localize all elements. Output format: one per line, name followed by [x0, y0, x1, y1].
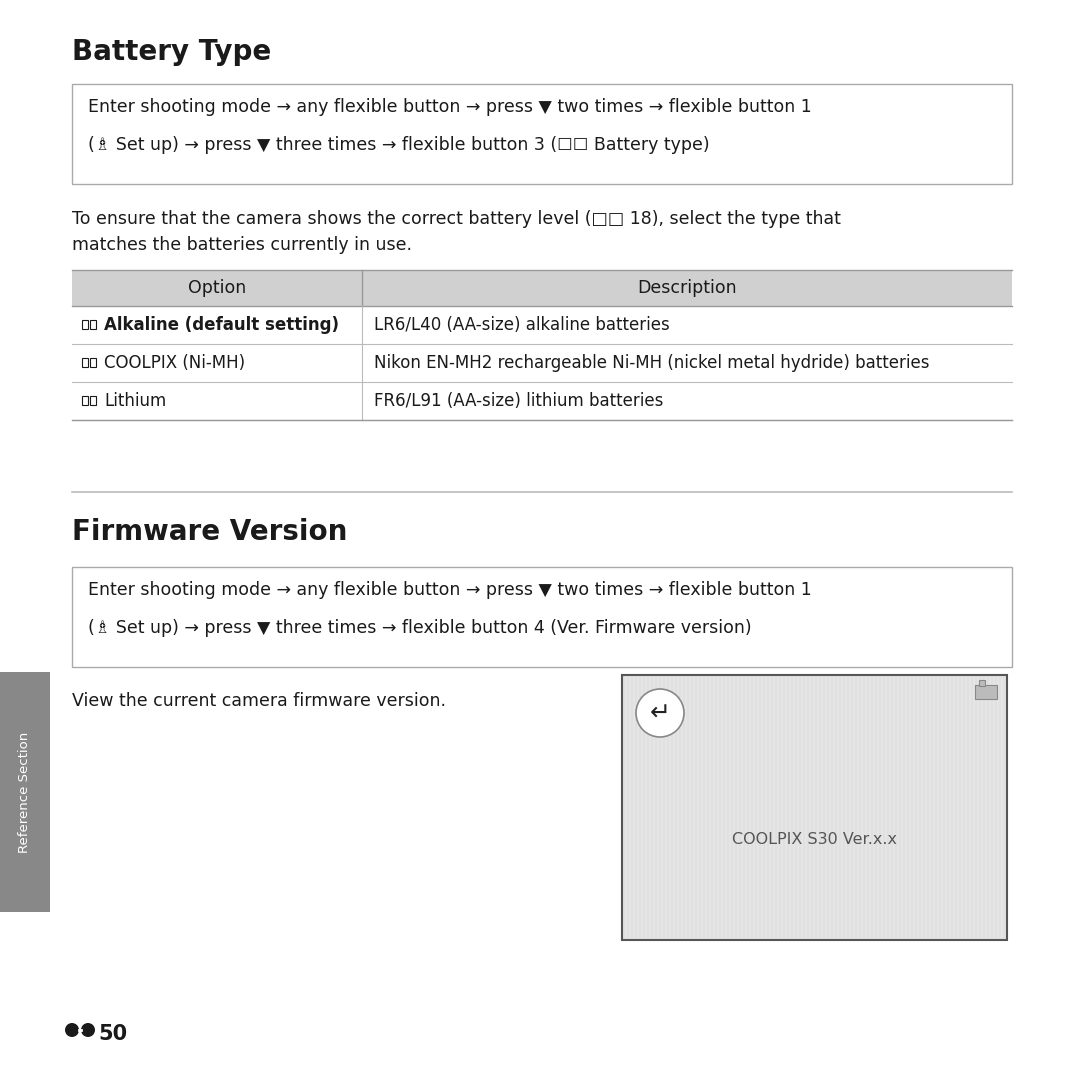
Text: Lithium: Lithium	[104, 392, 166, 410]
Bar	[82, 357, 87, 367]
Bar	[72, 567, 1012, 667]
Text: Battery Type: Battery Type	[72, 38, 271, 66]
Text: matches the batteries currently in use.: matches the batteries currently in use.	[72, 237, 411, 254]
Text: Enter shooting mode → any flexible button → press ▼ two times → flexible button : Enter shooting mode → any flexible butto…	[87, 581, 812, 599]
Text: Reference Section: Reference Section	[18, 731, 31, 852]
Text: COOLPIX (Ni-MH): COOLPIX (Ni-MH)	[104, 354, 245, 372]
Text: ↵: ↵	[649, 702, 671, 726]
Circle shape	[636, 689, 684, 737]
Circle shape	[65, 1023, 79, 1037]
Text: (♗ Set up) → press ▼ three times → flexible button 3 (☐☐ Battery type): (♗ Set up) → press ▼ three times → flexi…	[87, 136, 710, 154]
Bar	[978, 680, 985, 686]
Text: Nikon EN-MH2 rechargeable Ni-MH (nickel metal hydride) batteries: Nikon EN-MH2 rechargeable Ni-MH (nickel …	[374, 354, 930, 372]
Text: Alkaline (default setting): Alkaline (default setting)	[104, 316, 339, 334]
Text: Firmware Version: Firmware Version	[72, 518, 348, 546]
Text: COOLPIX S30 Ver.x.x: COOLPIX S30 Ver.x.x	[732, 832, 897, 847]
Bar	[72, 84, 1012, 184]
Bar	[90, 396, 96, 405]
Bar	[622, 675, 1007, 940]
Text: LR6/L40 (AA-size) alkaline batteries: LR6/L40 (AA-size) alkaline batteries	[374, 316, 670, 334]
Text: FR6/L91 (AA-size) lithium batteries: FR6/L91 (AA-size) lithium batteries	[374, 392, 663, 410]
Bar	[0, 672, 50, 912]
Bar	[90, 357, 96, 367]
Text: Option: Option	[188, 279, 246, 297]
Text: (♗ Set up) → press ▼ three times → flexible button 4 (Ver. Firmware version): (♗ Set up) → press ▼ three times → flexi…	[87, 619, 752, 637]
Text: 50: 50	[98, 1024, 127, 1044]
Bar	[82, 396, 87, 405]
Bar	[72, 270, 1012, 306]
Bar	[90, 320, 96, 329]
Text: View the current camera firmware version.: View the current camera firmware version…	[72, 692, 446, 710]
Circle shape	[81, 1023, 95, 1037]
Bar	[82, 320, 87, 329]
Bar	[975, 685, 997, 699]
Text: Description: Description	[637, 279, 737, 297]
Text: To ensure that the camera shows the correct battery level (□□ 18), select the ty: To ensure that the camera shows the corr…	[72, 210, 841, 228]
Text: Enter shooting mode → any flexible button → press ▼ two times → flexible button : Enter shooting mode → any flexible butto…	[87, 98, 812, 116]
